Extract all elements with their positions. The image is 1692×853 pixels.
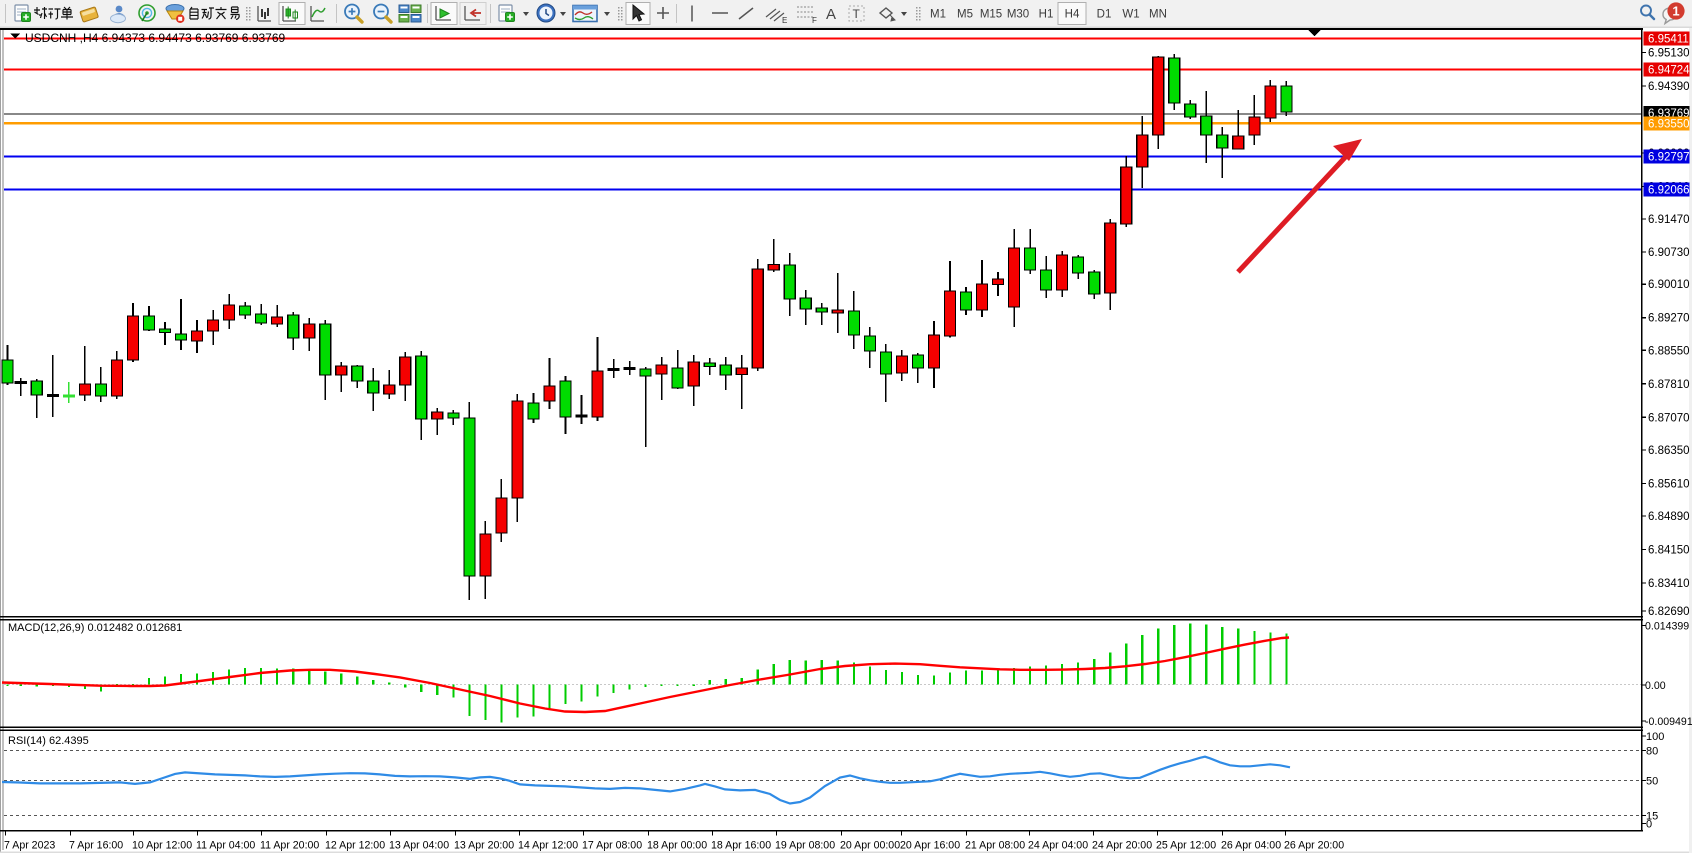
svg-text:25 Apr 12:00: 25 Apr 12:00 [1156, 840, 1216, 852]
svg-text:6.95411: 6.95411 [1648, 34, 1689, 46]
svg-text:6.82690: 6.82690 [1648, 606, 1690, 618]
svg-text:MACD(12,26,9) 0.012482 0.01268: MACD(12,26,9) 0.012482 0.012681 [8, 622, 182, 634]
svg-text:6.94724: 6.94724 [1648, 65, 1690, 77]
svg-text:6.93550: 6.93550 [1648, 119, 1690, 131]
svg-text:7 Apr 16:00: 7 Apr 16:00 [69, 840, 123, 852]
svg-text:D1: D1 [1097, 9, 1112, 21]
svg-text:H1: H1 [1039, 9, 1054, 21]
svg-text:50: 50 [1646, 776, 1658, 788]
svg-text:USDCNH ,H4 6.94373 6.94473 6.: USDCNH ,H4 6.94373 6.94473 6.93769 6.937… [25, 31, 286, 45]
svg-text:6.83410: 6.83410 [1648, 578, 1690, 590]
svg-text:6.84150: 6.84150 [1648, 545, 1690, 557]
svg-text:M1: M1 [930, 9, 946, 21]
svg-text:6.90010: 6.90010 [1648, 279, 1690, 291]
svg-text:7 Apr 2023: 7 Apr 2023 [4, 840, 55, 852]
svg-text:6.87070: 6.87070 [1648, 412, 1690, 424]
svg-text:13 Apr 20:00: 13 Apr 20:00 [454, 840, 514, 852]
svg-text:RSI(14) 62.4395: RSI(14) 62.4395 [8, 735, 89, 747]
svg-text:14 Apr 12:00: 14 Apr 12:00 [518, 840, 578, 852]
svg-text:20 Apr 16:00: 20 Apr 16:00 [900, 840, 960, 852]
svg-text:F: F [812, 16, 817, 25]
svg-text:0.014399: 0.014399 [1645, 621, 1689, 633]
svg-text:0: 0 [1646, 819, 1652, 831]
svg-text:W1: W1 [1122, 9, 1139, 21]
svg-text:26 Apr 04:00: 26 Apr 04:00 [1221, 840, 1281, 852]
svg-text:6.84890: 6.84890 [1648, 511, 1690, 523]
svg-text:H4: H4 [1065, 9, 1080, 21]
svg-text:6.89270: 6.89270 [1648, 313, 1690, 325]
svg-text:18 Apr 16:00: 18 Apr 16:00 [711, 840, 771, 852]
svg-text:6.87810: 6.87810 [1648, 379, 1690, 391]
svg-text:M15: M15 [980, 9, 1002, 21]
svg-text:12 Apr 12:00: 12 Apr 12:00 [325, 840, 385, 852]
svg-text:26 Apr 20:00: 26 Apr 20:00 [1284, 840, 1344, 852]
svg-text:6.85610: 6.85610 [1648, 478, 1690, 490]
svg-text:6.90730: 6.90730 [1648, 247, 1690, 259]
svg-text:24 Apr 20:00: 24 Apr 20:00 [1092, 840, 1152, 852]
svg-text:11 Apr 20:00: 11 Apr 20:00 [260, 840, 319, 852]
svg-text:6.88550: 6.88550 [1648, 345, 1690, 357]
svg-text:M30: M30 [1007, 9, 1029, 21]
svg-text:80: 80 [1646, 746, 1658, 758]
svg-text:13 Apr 04:00: 13 Apr 04:00 [389, 840, 449, 852]
svg-text:6.86350: 6.86350 [1648, 445, 1690, 457]
svg-text:T: T [853, 7, 861, 21]
svg-text:6.94390: 6.94390 [1648, 81, 1690, 93]
svg-text:6.91470: 6.91470 [1648, 214, 1690, 226]
svg-text:19 Apr 08:00: 19 Apr 08:00 [775, 840, 835, 852]
svg-text:6.92066: 6.92066 [1648, 185, 1690, 197]
svg-text:15: 15 [1646, 811, 1658, 823]
svg-text:-0.009491: -0.009491 [1645, 716, 1692, 728]
svg-text:A: A [826, 6, 836, 23]
svg-text:1: 1 [1672, 4, 1679, 19]
svg-text:6.92797: 6.92797 [1648, 152, 1690, 164]
svg-text:10 Apr 12:00: 10 Apr 12:00 [132, 840, 192, 852]
svg-text:24 Apr 04:00: 24 Apr 04:00 [1028, 840, 1088, 852]
svg-text:18 Apr 00:00: 18 Apr 00:00 [647, 840, 707, 852]
svg-text:M5: M5 [957, 9, 973, 21]
svg-text:20 Apr 00:00: 20 Apr 00:00 [840, 840, 900, 852]
svg-text:6.95130: 6.95130 [1648, 47, 1690, 59]
svg-text:21 Apr 08:00: 21 Apr 08:00 [965, 840, 1025, 852]
svg-text:0.00: 0.00 [1645, 680, 1666, 692]
svg-text:100: 100 [1646, 731, 1664, 743]
svg-text:11 Apr 04:00: 11 Apr 04:00 [196, 840, 255, 852]
svg-text:17 Apr 08:00: 17 Apr 08:00 [582, 840, 642, 852]
svg-text:MN: MN [1149, 9, 1167, 21]
svg-text:E: E [782, 16, 787, 25]
